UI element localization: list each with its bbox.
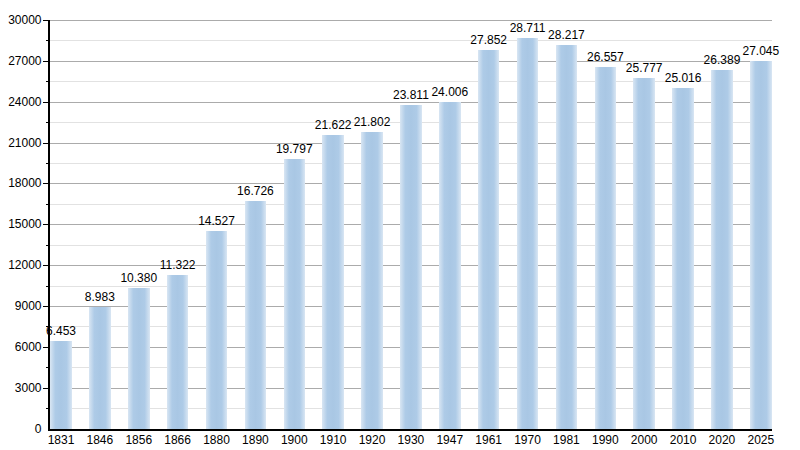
- x-axis-tick-label: 1856: [125, 433, 152, 447]
- bar-value-label: 28.217: [548, 28, 585, 42]
- bar-value-label: 26.557: [587, 50, 624, 64]
- x-axis-tick-label: 1846: [87, 433, 114, 447]
- x-axis-tick-label: 1831: [48, 433, 75, 447]
- bar-value-label: 27.045: [742, 44, 779, 58]
- bar: [595, 67, 617, 429]
- bar: [167, 275, 189, 429]
- x-axis-line: [48, 429, 772, 431]
- bar-value-label: 26.389: [704, 53, 741, 67]
- y-axis-tick-label: 27000: [0, 54, 42, 69]
- x-axis-tick-label: 1990: [592, 433, 619, 447]
- bar-value-label: 25.777: [626, 61, 663, 75]
- bar: [517, 38, 539, 429]
- gridline-major: [49, 20, 772, 21]
- bar: [556, 45, 578, 429]
- bar: [245, 201, 267, 429]
- bar-value-label: 19.797: [276, 142, 313, 156]
- y-axis-tick-label: 12000: [0, 258, 42, 273]
- x-axis-tick-label: 1920: [359, 433, 386, 447]
- x-axis-tick-label: 1866: [164, 433, 191, 447]
- bar-value-label: 8.983: [85, 290, 115, 304]
- x-axis-tick-label: 2010: [670, 433, 697, 447]
- bar: [50, 341, 72, 429]
- y-axis-tick-label: 30000: [0, 13, 42, 28]
- bar-value-label: 11.322: [160, 258, 196, 272]
- bar-value-label: 24.006: [431, 85, 468, 99]
- gridline-minor: [49, 40, 772, 41]
- x-axis-tick-label: 1900: [281, 433, 308, 447]
- bar-value-label: 16.726: [237, 184, 274, 198]
- x-axis-tick-label: 1930: [398, 433, 425, 447]
- x-axis-tick-label: 2020: [709, 433, 736, 447]
- bar: [128, 288, 150, 429]
- x-axis-tick-label: 2000: [631, 433, 658, 447]
- x-axis-tick-label: 1890: [242, 433, 269, 447]
- bar-value-label: 25.016: [665, 71, 702, 85]
- bar: [750, 61, 772, 429]
- bar: [322, 135, 344, 429]
- y-axis-line: [48, 20, 50, 430]
- gridline-major: [49, 61, 772, 62]
- y-axis-tick-label: 21000: [0, 136, 42, 151]
- population-bar-chart: 0 3000 6000 9000 12000 15000 18000 21000 24000 27…: [0, 0, 800, 450]
- x-axis-tick-label: 1981: [553, 433, 580, 447]
- x-axis-tick-label: 1947: [436, 433, 463, 447]
- bar: [400, 105, 422, 429]
- bar: [89, 307, 111, 429]
- x-axis-tick-label: 1961: [475, 433, 502, 447]
- bar: [206, 231, 228, 429]
- bar: [672, 88, 694, 429]
- bar: [478, 50, 500, 429]
- x-axis-tick-label: 2025: [747, 433, 774, 447]
- bar-value-label: 27.852: [470, 33, 507, 47]
- x-axis-tick-label: 1910: [320, 433, 347, 447]
- y-axis-tick-label: 0: [0, 422, 42, 437]
- y-axis-tick-label: 9000: [0, 299, 42, 314]
- gridline-major: [49, 102, 772, 103]
- bar: [711, 70, 733, 429]
- bar-value-label: 6.453: [46, 324, 76, 338]
- bar-value-label: 23.811: [393, 88, 429, 102]
- bar: [284, 159, 306, 429]
- plot-area: 0 3000 6000 9000 12000 15000 18000 21000 24000 27…: [0, 0, 800, 450]
- bar-value-label: 21.802: [354, 115, 391, 129]
- x-axis-tick-label: 1970: [514, 433, 541, 447]
- bar: [361, 132, 383, 429]
- y-axis-tick-label: 15000: [0, 217, 42, 232]
- bar-value-label: 28.711: [510, 21, 546, 35]
- bar-value-label: 10.380: [120, 271, 157, 285]
- y-axis-tick-label: 3000: [0, 381, 42, 396]
- y-axis-tick-label: 24000: [0, 95, 42, 110]
- bar: [633, 78, 655, 429]
- bar-value-label: 21.622: [315, 118, 352, 132]
- gridline-minor: [49, 81, 772, 82]
- bar-value-label: 14.527: [198, 214, 235, 228]
- y-axis-tick-label: 6000: [0, 340, 42, 355]
- x-axis-tick-label: 1880: [203, 433, 230, 447]
- bar: [439, 102, 461, 429]
- y-axis-tick-label: 18000: [0, 176, 42, 191]
